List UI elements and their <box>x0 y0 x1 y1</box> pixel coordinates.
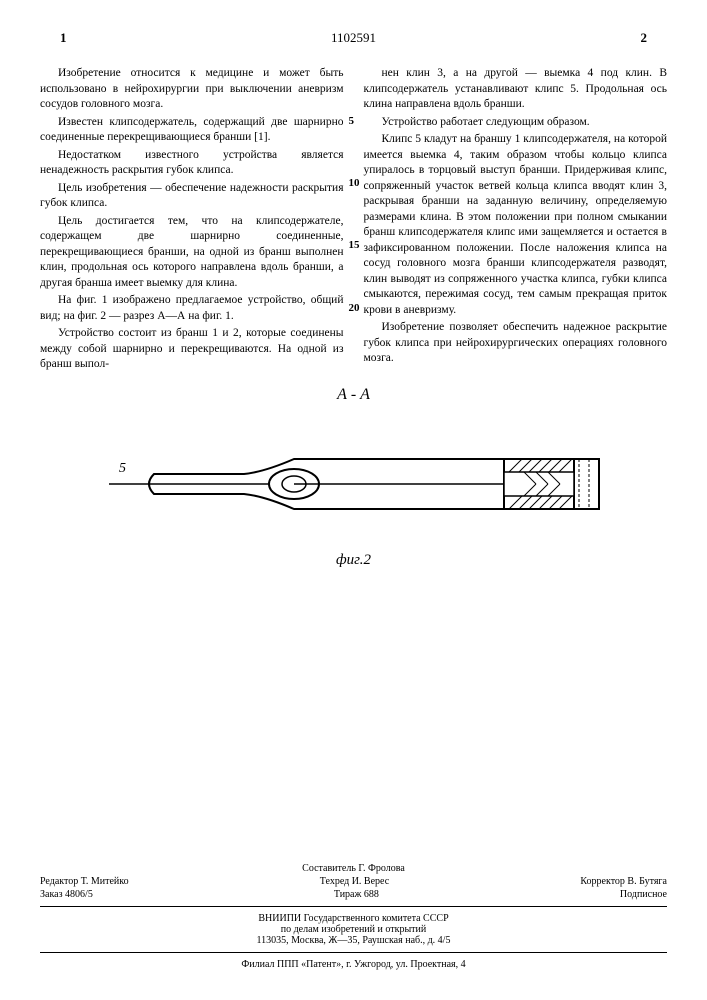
document-header: 1 1102591 2 <box>40 30 667 46</box>
footer-divider <box>40 906 667 907</box>
paragraph: Устройство работает следующим образом. <box>364 115 668 131</box>
left-column: Изобретение относится к медицине и может… <box>40 66 344 356</box>
column-number-right: 2 <box>641 30 648 46</box>
right-column: 5 10 15 20 нен клин 3, а на другой — вые… <box>364 66 668 356</box>
line-number: 10 <box>349 176 360 191</box>
section-label: А - А <box>40 386 667 404</box>
paragraph: Клипс 5 кладут на браншу 1 клипсодержате… <box>364 132 668 318</box>
text-columns: Изобретение относится к медицине и может… <box>40 66 667 356</box>
footer-order: Заказ 4806/5 <box>40 889 93 900</box>
footer-branch: Филиал ППП «Патент», г. Ужгород, ул. Про… <box>40 959 667 970</box>
paragraph: Изобретение позволяет обеспечить надежно… <box>364 320 668 367</box>
footer-circulation: Тираж 688 <box>334 889 379 900</box>
footer-address: 113035, Москва, Ж—35, Раушская наб., д. … <box>40 935 667 946</box>
figure-caption: фиг.2 <box>40 552 667 569</box>
footer-order-row: Заказ 4806/5 Тираж 688 Подписное <box>40 889 667 900</box>
footer-credits-row: Редактор Т. Митейко Техред И. Верес Корр… <box>40 876 667 887</box>
paragraph: На фиг. 1 изображено предлагаемое устрой… <box>40 293 344 324</box>
column-number-left: 1 <box>60 30 67 46</box>
figure-2: 5 фиг.2 <box>40 424 667 569</box>
footer-org2: по делам изобретений и открытий <box>40 924 667 935</box>
footer-corrector: Корректор В. Бутяга <box>580 876 667 887</box>
figure-svg: 5 <box>94 424 614 544</box>
footer: Составитель Г. Фролова Редактор Т. Митей… <box>40 863 667 970</box>
paragraph: нен клин 3, а на другой — выемка 4 под к… <box>364 66 668 113</box>
footer-author: Составитель Г. Фролова <box>40 863 667 874</box>
footer-divider <box>40 952 667 953</box>
paragraph: Цель изобретения — обеспечение надежност… <box>40 181 344 212</box>
paragraph: Изобретение относится к медицине и может… <box>40 66 344 113</box>
paragraph: Известен клипсодержатель, содержащий две… <box>40 115 344 146</box>
footer-org: ВНИИПИ Государственного комитета СССР <box>40 913 667 924</box>
footer-editor: Редактор Т. Митейко <box>40 876 129 887</box>
paragraph: Недостатком известного устройства являет… <box>40 148 344 179</box>
paragraph: Цель достигается тем, что на клипсодержа… <box>40 214 344 292</box>
line-number: 15 <box>349 238 360 253</box>
paragraph: Устройство состоит из бранш 1 и 2, котор… <box>40 326 344 373</box>
figure-label-5: 5 <box>119 461 126 476</box>
footer-signed: Подписное <box>620 889 667 900</box>
footer-tech: Техред И. Верес <box>320 876 389 887</box>
line-number: 5 <box>349 114 355 129</box>
document-number: 1102591 <box>331 30 376 45</box>
line-number: 20 <box>349 301 360 316</box>
